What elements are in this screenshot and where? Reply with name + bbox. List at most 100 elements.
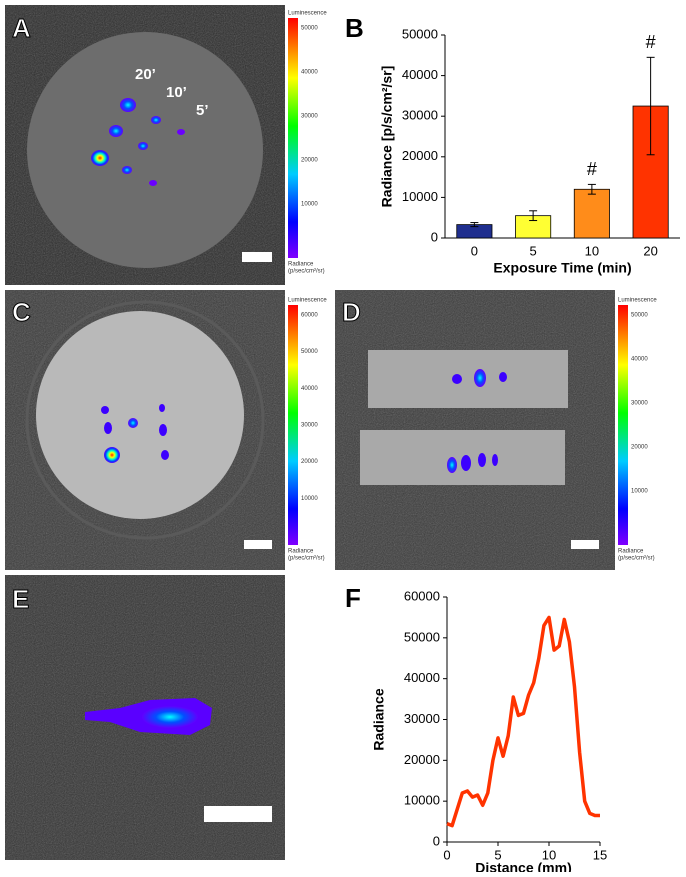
colorbar-unit: Radiance [288,262,314,268]
y-tick-label: 40000 [404,670,440,685]
colorbar-title: Luminescence [618,298,657,304]
colorbar [288,305,298,545]
colorbar-tick: 30000 [631,401,648,407]
panel-e: E [5,575,285,860]
sample-disc [36,311,244,519]
y-tick-label: 0 [431,229,438,244]
colorbar-unit: Radiance [618,549,644,555]
panel-d: D [335,290,615,570]
signal-core [142,706,198,728]
spot [159,404,165,412]
colorbar-tick: 10000 [301,202,318,208]
annotation: 10’ [166,84,187,101]
y-tick-label: 50000 [404,629,440,644]
panel-c: C [5,290,285,570]
colorbar-tick: 40000 [631,357,648,363]
ring [25,300,265,540]
spot [128,418,138,428]
annotation: # [587,159,597,179]
spot [138,142,148,150]
colorbar-unit: (p/sec/cm²/sr) [288,269,325,275]
colorbar [618,305,628,545]
spot [177,129,185,135]
colorbar-unit: (p/sec/cm²/sr) [618,556,655,562]
spot [474,369,486,387]
y-tick-label: 40000 [402,67,438,82]
spot [122,166,132,174]
colorbar-tick: 20000 [301,459,318,465]
panel-label: E [12,584,29,614]
x-tick-label: 5 [530,243,537,258]
y-tick-label: 10000 [402,189,438,204]
sample-disc [27,32,263,268]
panel-label: D [342,297,361,327]
scale-bar [244,540,272,549]
x-tick-label: 0 [471,243,478,258]
x-tick-label: 15 [593,847,607,862]
spot [492,454,498,466]
colorbar-tick: 30000 [301,114,318,120]
y-tick-label: 20000 [404,752,440,767]
y-tick-label: 0 [433,833,440,848]
scale-bar [571,540,599,549]
colorbar-tick: 20000 [301,158,318,164]
colorbar-tick: 50000 [301,349,318,355]
scale-bar [204,806,272,822]
spot [151,116,161,124]
spot [101,406,109,414]
colorbar [288,18,298,258]
colorbar-tick: 40000 [301,386,318,392]
spot [461,455,471,471]
colorbar-tick: 60000 [301,313,318,319]
line [446,615,600,828]
spot [447,457,457,473]
colorbar-tick: 50000 [631,313,648,319]
panel-label: B [345,13,364,43]
y-tick-label: 10000 [404,793,440,808]
colorbar-tick: 30000 [301,423,318,429]
y-tick-label: 20000 [402,148,438,163]
x-axis-title: Exposure Time (min) [493,260,631,276]
colorbar-tick: 10000 [631,489,648,495]
colorbar-tick: 50000 [301,26,318,32]
panel-label: F [345,583,361,613]
spot [120,98,136,112]
colorbar-unit: (p/sec/cm²/sr) [288,556,325,562]
spot [104,447,120,463]
bar [573,188,610,239]
spot [159,424,167,436]
annotation: # [646,32,656,52]
y-tick-label: 60000 [404,588,440,603]
spot [149,180,157,186]
colorbar-unit: Radiance [288,549,314,555]
x-axis-title: Distance (mm) [475,860,571,872]
spot [499,372,507,382]
x-tick-label: 10 [542,847,556,862]
colorbar-tick: 10000 [301,496,318,502]
y-tick-label: 30000 [404,711,440,726]
colorbar-tick: 20000 [631,445,648,451]
y-tick-label: 50000 [402,26,438,41]
spot [478,453,486,467]
spot [161,450,169,460]
panel-label: C [12,297,31,327]
colorbar-tick: 40000 [301,70,318,76]
colorbar-title: Luminescence [288,298,327,304]
y-axis-title: Radiance [p/s/cm²/sr] [379,66,395,208]
x-tick-label: 20 [643,243,657,258]
panel-label: A [12,13,31,43]
spot [109,125,123,137]
y-tick-label: 30000 [402,108,438,123]
sample-strip [368,350,568,408]
x-tick-label: 5 [494,847,501,862]
x-tick-label: 10 [585,243,599,258]
y-axis-title: Radiance [371,688,387,750]
x-tick-label: 0 [443,847,450,862]
annotation: 5’ [196,102,209,119]
colorbar-title: Luminescence [288,11,327,17]
annotation: 20’ [135,66,156,83]
scale-bar [242,252,272,262]
spot [91,150,109,166]
spot [104,422,112,434]
